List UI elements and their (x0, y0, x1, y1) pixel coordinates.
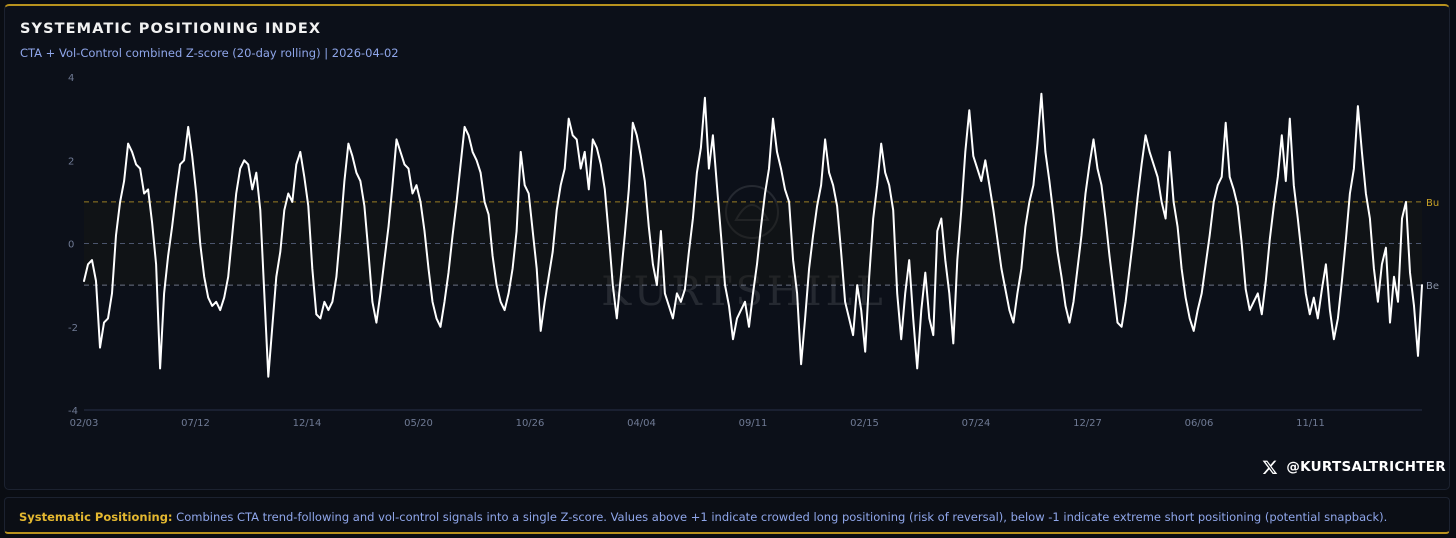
series-line (83, 92, 1423, 378)
x-axis: 02/03 07/12 12/14 05/20 10/26 04/04 09/11 02/15… (70, 418, 1325, 429)
y-tick-label: -4 (68, 406, 78, 417)
reference-lines: Bu Be (84, 198, 1439, 411)
y-tick-label: -2 (68, 323, 78, 334)
ref-line-label: Be (1426, 281, 1439, 292)
y-tick-label: 0 (68, 240, 74, 251)
footer-note: Systematic Positioning: Combines CTA tre… (4, 497, 1450, 534)
handle-text: @KURTSALTRICHTER (1286, 459, 1446, 475)
footer-lead: Systematic Positioning: (19, 510, 173, 524)
x-tick-label: 10/26 (516, 418, 545, 429)
x-tick-label: 12/27 (1073, 418, 1102, 429)
x-tick-label: 02/03 (70, 418, 99, 429)
x-tick-label: 07/24 (962, 418, 991, 429)
series-layer (83, 92, 1423, 378)
ref-line-label: Bu (1426, 198, 1439, 209)
x-logo-icon (1262, 459, 1278, 475)
x-tick-label: 05/20 (404, 418, 433, 429)
x-tick-label: 11/11 (1296, 418, 1325, 429)
chart-subtitle: CTA + Vol-Control combined Z-score (20-d… (20, 46, 399, 60)
x-tick-label: 07/12 (181, 418, 210, 429)
footer-text: Combines CTA trend-following and vol-con… (172, 510, 1388, 524)
y-tick-label: 4 (68, 73, 74, 84)
y-axis: 4 2 0 -2 -4 (68, 73, 78, 417)
social-handle[interactable]: @KURTSALTRICHTER (1262, 459, 1446, 475)
y-tick-label: 2 (68, 156, 74, 167)
x-tick-label: 04/04 (627, 418, 656, 429)
x-tick-label: 06/06 (1185, 418, 1214, 429)
x-tick-label: 09/11 (739, 418, 768, 429)
x-tick-label: 12/14 (293, 418, 322, 429)
chart-title: SYSTEMATIC POSITIONING INDEX (20, 21, 322, 37)
x-tick-label: 02/15 (850, 418, 879, 429)
